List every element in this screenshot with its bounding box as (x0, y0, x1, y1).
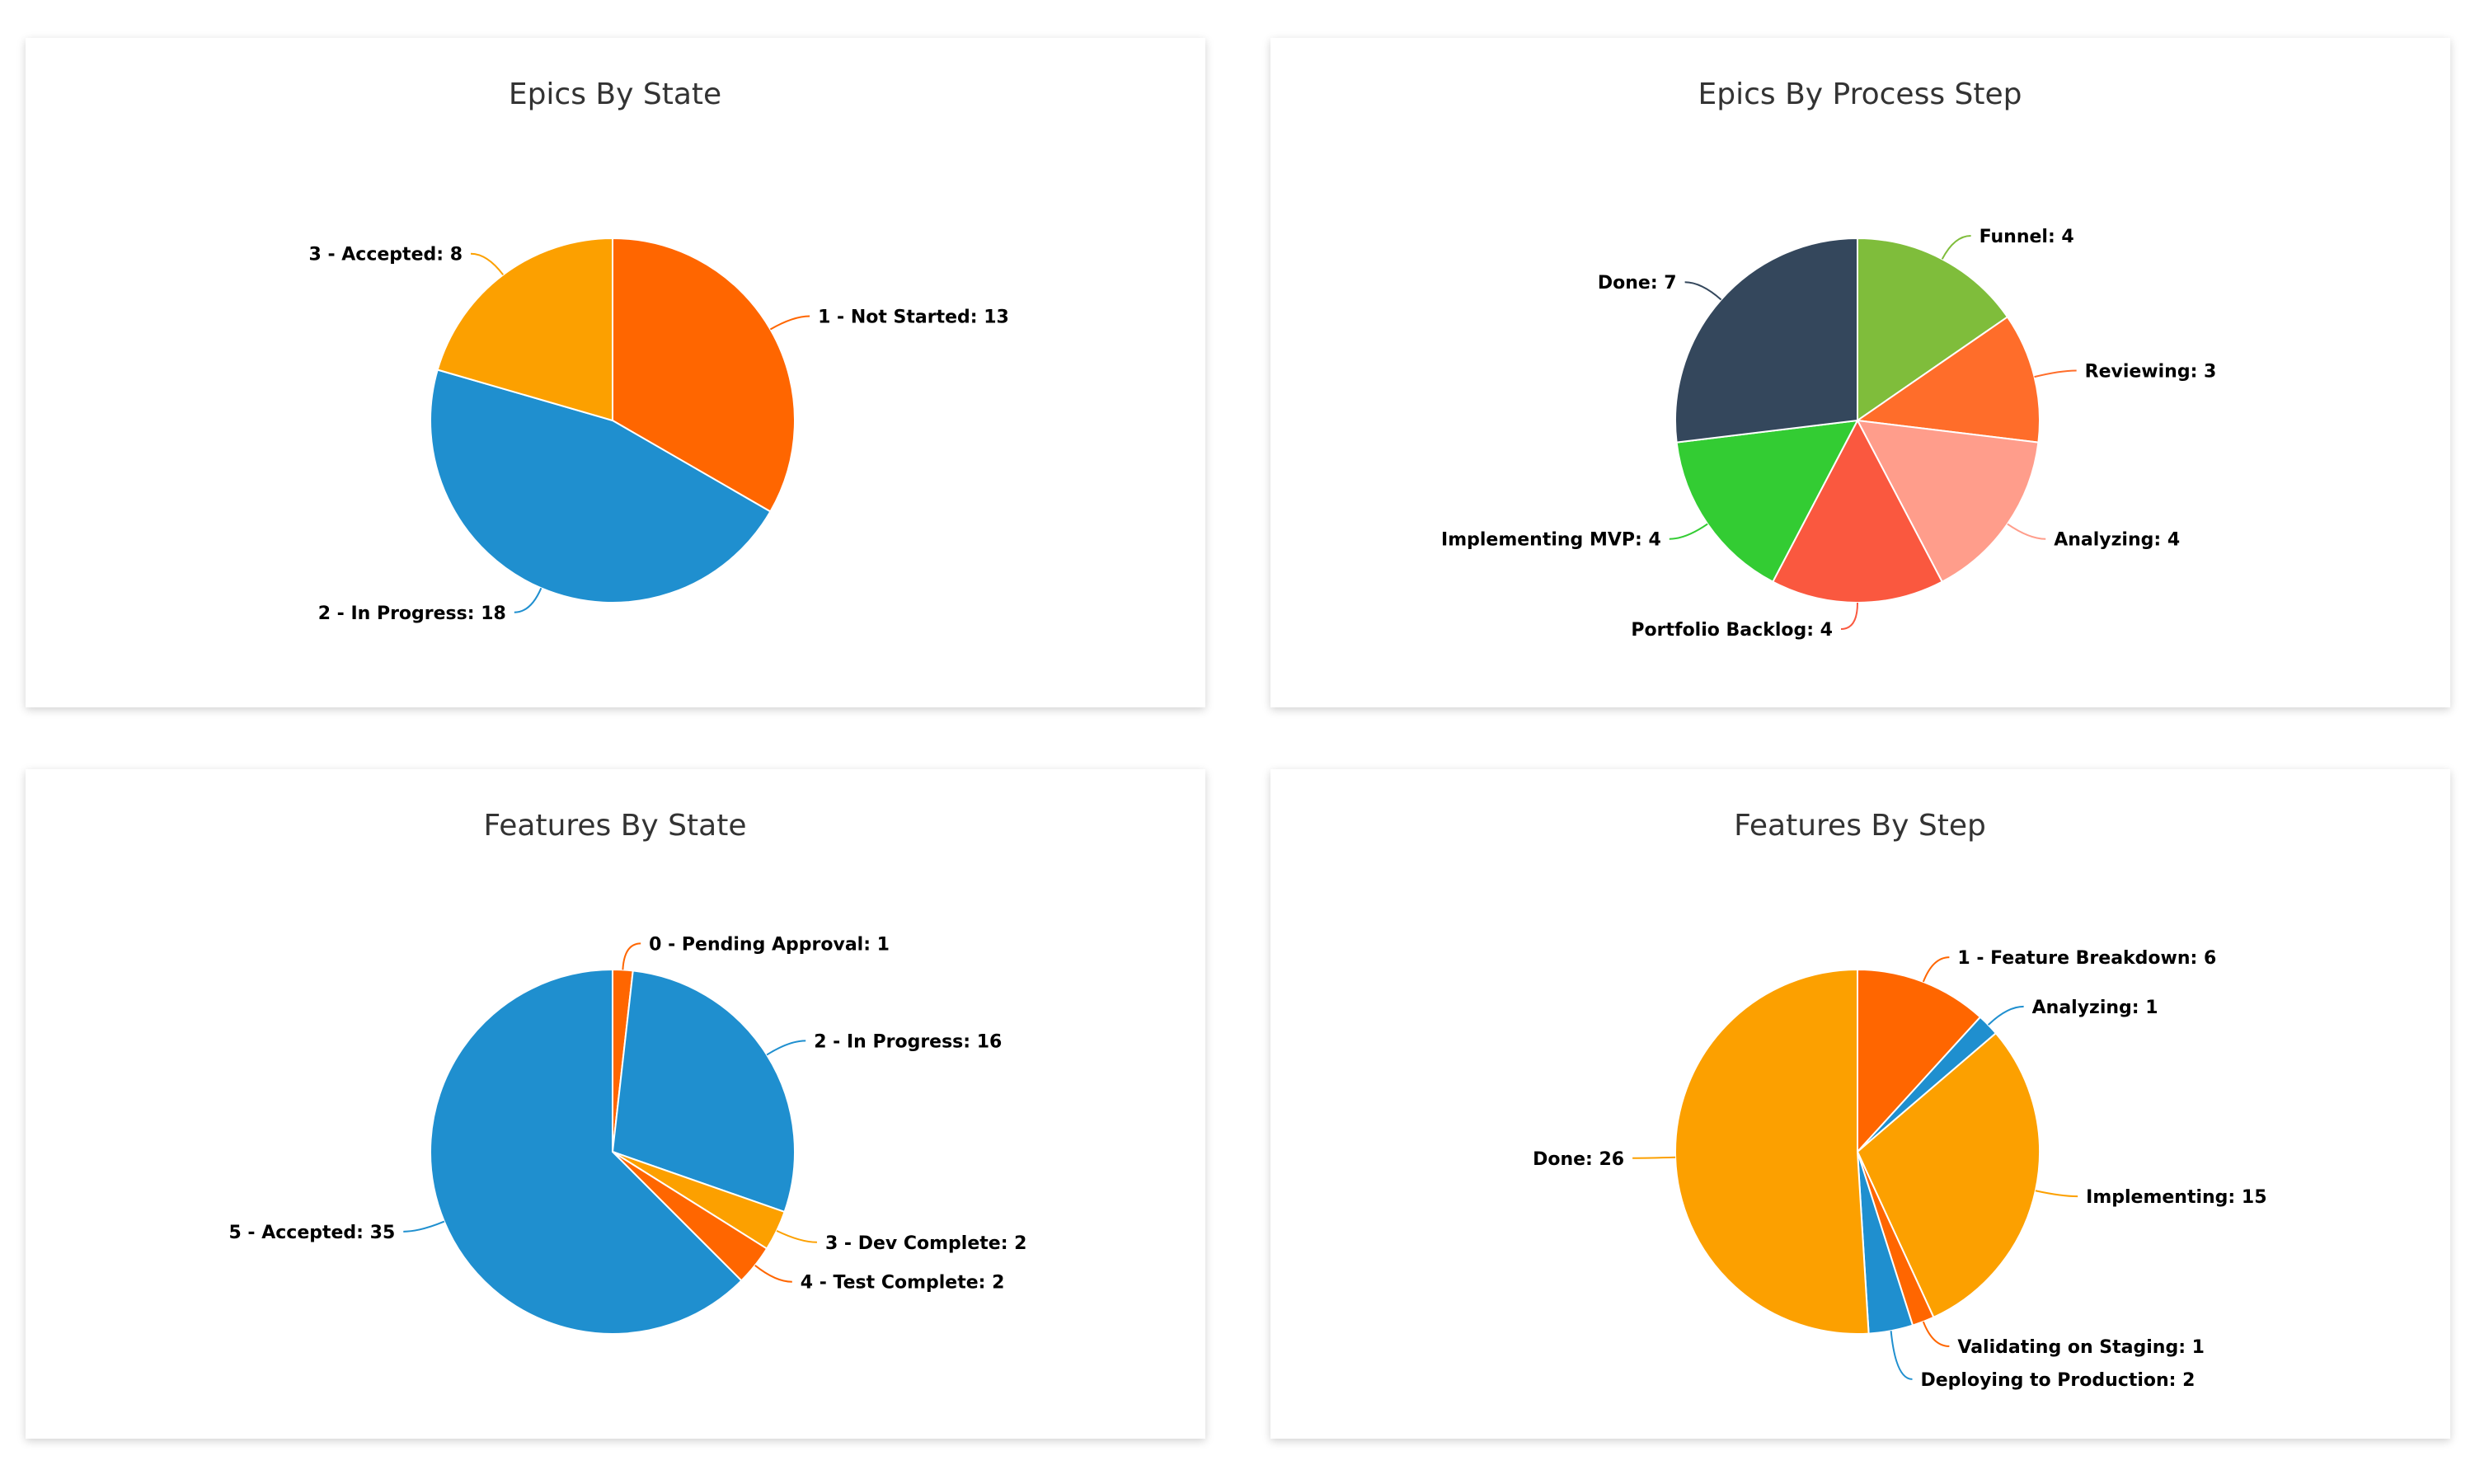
label-connector (769, 315, 810, 331)
pie-labels: 1 - Feature Breakdown: 6 Analyzing: 1 Impl… (1533, 948, 2266, 1391)
data-label: Validating on Staging: 1 (1957, 1337, 2205, 1358)
pie-slices (430, 968, 796, 1335)
data-label: Done: 26 (1533, 1149, 1624, 1170)
chart-card-epics-by-process-step: Epics By Process Step Funnel: 4 Reviewing:… (1270, 38, 2450, 707)
pie-chart: Epics By State 1 - Not Started: 13 2 - In … (309, 77, 1009, 624)
pie-slice-5-accepted[interactable] (430, 968, 743, 1335)
label-connector (1669, 523, 1708, 540)
pie-slices (1674, 237, 2041, 603)
label-connector (766, 1040, 806, 1056)
pie-slice-2-in-progress[interactable] (611, 970, 796, 1214)
data-label: 1 - Not Started: 13 (818, 308, 1009, 328)
pie-slice-done[interactable] (1674, 237, 1858, 444)
chart-title: Features By Step (1734, 809, 1986, 843)
chart-card-features-by-state: Features By State 0 - Pending Approval: 1… (26, 769, 1205, 1439)
label-connector (1987, 1005, 2024, 1026)
label-connector (776, 1229, 817, 1243)
data-label: 4 - Test Complete: 2 (801, 1273, 1005, 1294)
data-label: 3 - Accepted: 8 (309, 245, 463, 265)
data-label: Implementing MVP: 4 (1441, 530, 1661, 551)
label-connector (1684, 281, 1722, 301)
label-connector (1840, 602, 1858, 630)
pie-slice-funnel[interactable] (1857, 237, 2009, 422)
label-connector (1890, 1331, 1913, 1380)
label-connector (2034, 369, 2077, 378)
pie-slice-reviewing[interactable] (1855, 316, 2041, 444)
label-connector (2035, 1190, 2078, 1198)
data-label: Reviewing: 3 (2085, 361, 2217, 382)
label-connector (1922, 956, 1950, 983)
pie-labels: Funnel: 4 Reviewing: 3 Analyzing: 4 Portfol… (1441, 227, 2216, 641)
pie-slices (430, 237, 796, 603)
pie-slice-implementing[interactable] (1856, 1031, 2041, 1319)
label-connector (470, 252, 505, 275)
pie-slice-3-accepted[interactable] (436, 237, 613, 422)
data-label: Implementing: 15 (2086, 1187, 2266, 1208)
chart-title: Features By State (484, 809, 747, 843)
pie-chart: Features By State 0 - Pending Approval: 1… (228, 809, 1026, 1335)
data-label: Funnel: 4 (1980, 227, 2074, 247)
pie-slice-done[interactable] (1674, 968, 1870, 1335)
chart-card-epics-by-state: Epics By State 1 - Not Started: 13 2 - In … (26, 38, 1205, 707)
pie-slices (1674, 968, 2041, 1335)
label-connector (1922, 1321, 1950, 1347)
data-label: 3 - Dev Complete: 2 (825, 1233, 1027, 1254)
data-label: 0 - Pending Approval: 1 (649, 934, 890, 955)
label-connector (2007, 523, 2046, 540)
data-label: 2 - In Progress: 18 (318, 603, 506, 624)
chart-card-features-by-step: Features By Step 1 - Feature Breakdown: 6… (1270, 769, 2450, 1439)
data-label: Deploying to Production: 2 (1920, 1370, 2195, 1391)
label-connector (1941, 234, 1971, 260)
data-label: Analyzing: 4 (2054, 530, 2180, 551)
label-connector (514, 587, 542, 613)
pie-chart: Epics By Process Step Funnel: 4 Reviewing:… (1441, 77, 2216, 641)
pie-labels: 0 - Pending Approval: 1 2 - In Progress: … (228, 934, 1026, 1293)
data-label: 5 - Accepted: 35 (228, 1223, 395, 1243)
pie-labels: 1 - Not Started: 13 2 - In Progress: 18 3 … (309, 245, 1009, 624)
label-connector (403, 1220, 445, 1233)
data-label: 2 - In Progress: 16 (814, 1031, 1002, 1052)
data-label: 1 - Feature Breakdown: 6 (1957, 948, 2216, 969)
pie-chart: Features By Step 1 - Feature Breakdown: 6… (1533, 809, 2266, 1391)
data-label: Done: 7 (1598, 273, 1677, 294)
label-connector (754, 1265, 792, 1283)
chart-title: Epics By Process Step (1698, 77, 2022, 111)
label-connector (622, 942, 641, 970)
chart-title: Epics By State (509, 77, 721, 111)
data-label: Analyzing: 1 (2032, 998, 2158, 1018)
data-label: Portfolio Backlog: 4 (1631, 620, 1833, 641)
